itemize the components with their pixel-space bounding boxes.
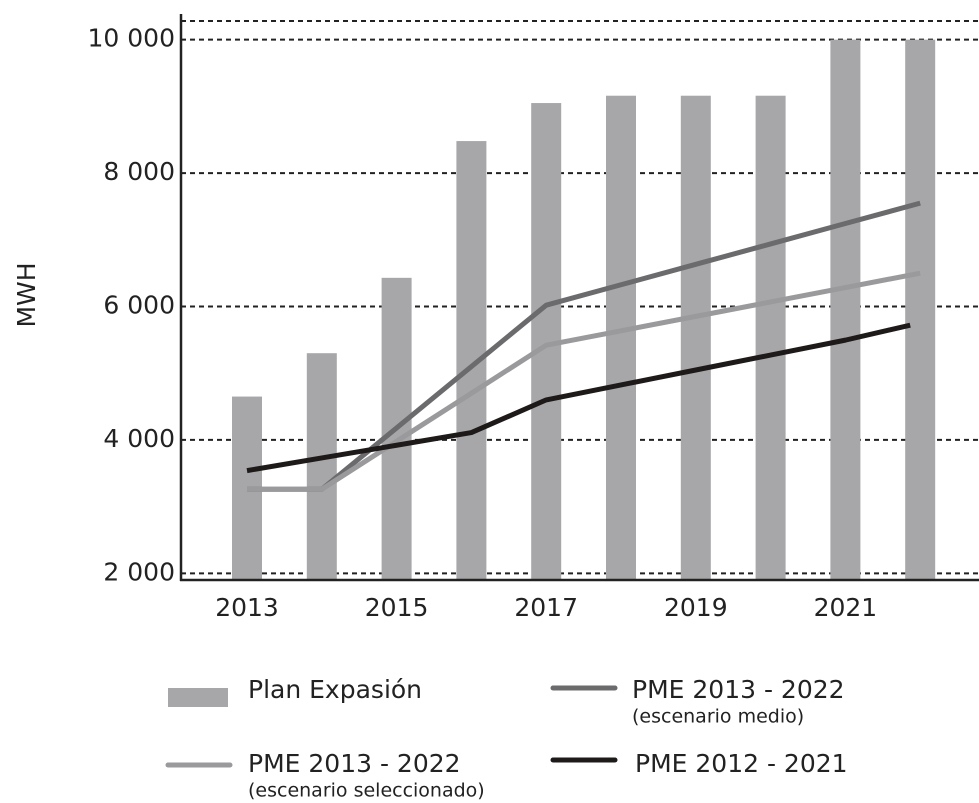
legend-label: Plan Expasión: [248, 675, 422, 704]
x-tick-label: 2013: [215, 593, 279, 622]
y-tick-label: 6 000: [103, 291, 175, 320]
x-tick-label: 2021: [814, 593, 878, 622]
line-series: [247, 270, 921, 492]
bar: [606, 95, 636, 581]
y-axis-label: MWH: [12, 262, 41, 327]
y-tick-label: 10 000: [88, 24, 175, 53]
x-tick-label: 2019: [664, 593, 728, 622]
legend-label: PME 2012 - 2021: [635, 749, 848, 778]
legend-sublabel: (escenario seleccionado): [248, 780, 485, 802]
line-series: [247, 200, 921, 492]
legend-label: PME 2013 - 2022: [248, 749, 461, 778]
legend-sublabel: (escenario medio): [632, 706, 804, 728]
y-tick-label: 2 000: [103, 557, 175, 586]
bar: [680, 95, 711, 581]
x-tick-label: 2017: [514, 593, 578, 622]
bar: [755, 95, 786, 581]
bar: [905, 39, 936, 581]
x-tick-label: 2015: [365, 593, 429, 622]
y-tick-label: 8 000: [103, 157, 175, 186]
legend-swatch: [168, 688, 228, 707]
line-series: [246, 322, 911, 474]
y-tick-label: 4 000: [103, 424, 175, 453]
bar: [830, 39, 861, 581]
bar: [306, 353, 337, 580]
legend-label: PME 2013 - 2022: [632, 675, 845, 704]
